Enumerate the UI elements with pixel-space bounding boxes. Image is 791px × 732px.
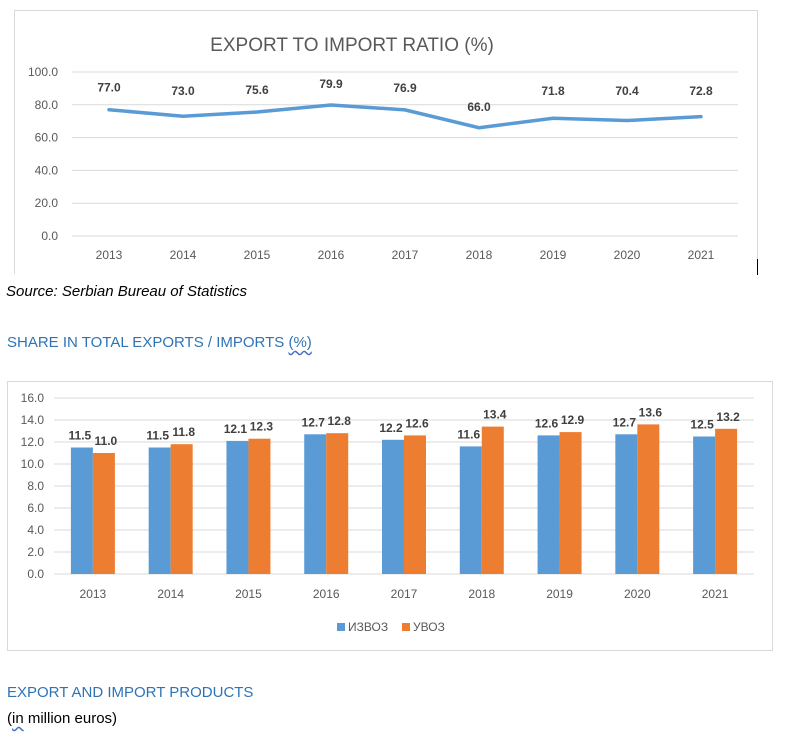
y-tick-label: 6.0 (27, 501, 44, 515)
data-label: 13.2 (716, 410, 740, 424)
data-label: 12.9 (561, 413, 585, 427)
export-bar (70, 447, 93, 574)
unit-note: (in million euros) (7, 710, 117, 727)
source-note: Source: Serbian Bureau of Statistics (6, 283, 247, 300)
y-tick-label: 0.0 (27, 567, 44, 581)
y-tick-label: 20.0 (35, 196, 59, 210)
export-bar (615, 434, 638, 574)
y-tick-label: 100.0 (28, 65, 58, 79)
data-label: 11.6 (457, 427, 480, 441)
import-bar (170, 444, 193, 574)
y-tick-label: 8.0 (27, 479, 44, 493)
data-label: 12.1 (224, 422, 248, 436)
x-tick-label: 2014 (170, 248, 197, 262)
import-bar (92, 453, 115, 574)
import-bar (559, 432, 582, 574)
x-tick-label: 2016 (313, 587, 340, 601)
x-tick-label: 2014 (157, 587, 184, 601)
data-label: 12.7 (613, 415, 637, 429)
x-tick-label: 2015 (235, 587, 262, 601)
export-bar (304, 434, 327, 574)
unit-rest: million euros) (23, 710, 118, 727)
x-tick-label: 2021 (702, 587, 729, 601)
legend-label-export: ИЗВОЗ (348, 620, 388, 634)
legend-swatch-import (402, 623, 410, 631)
x-tick-label: 2020 (614, 248, 641, 262)
export-bar (382, 439, 404, 574)
y-tick-label: 14.0 (21, 413, 45, 427)
panel-edge-marker (757, 259, 758, 275)
data-label: 12.7 (302, 415, 326, 429)
data-label: 12.6 (535, 416, 559, 430)
data-label: 13.6 (639, 405, 663, 419)
y-tick-label: 0.0 (41, 229, 58, 243)
data-label: 12.2 (379, 421, 403, 435)
x-tick-label: 2020 (624, 587, 651, 601)
x-tick-label: 2013 (80, 587, 107, 601)
x-tick-label: 2015 (244, 248, 271, 262)
export-bar (226, 440, 249, 574)
data-label: 12.3 (250, 420, 274, 434)
x-tick-label: 2019 (540, 248, 567, 262)
x-tick-label: 2016 (318, 248, 345, 262)
data-label: 79.9 (319, 77, 343, 91)
data-label: 11.5 (69, 429, 92, 443)
ratio-line-chart: EXPORT TO IMPORT RATIO (%) 0.0 20.0 40.0 60.… (28, 35, 738, 262)
x-tick-label: 2018 (466, 248, 493, 262)
import-bar (248, 438, 271, 574)
data-label: 66.0 (467, 100, 491, 114)
data-label: 77.0 (97, 81, 121, 95)
data-label: 12.8 (328, 414, 352, 428)
import-bar (326, 433, 349, 574)
y-tick-label: 4.0 (27, 523, 44, 537)
y-tick-label: 60.0 (35, 131, 59, 145)
export-bar (537, 435, 560, 574)
y-tick-label: 80.0 (35, 98, 59, 112)
y-tick-label: 12.0 (21, 435, 45, 449)
data-label: 11.5 (146, 429, 169, 443)
data-label: 11.0 (95, 434, 118, 448)
import-bar (637, 424, 660, 574)
data-label: 76.9 (393, 81, 417, 95)
share-section-heading: SHARE IN TOTAL EXPORTS / IMPORTS (%) (7, 334, 312, 351)
data-label: 70.4 (615, 84, 639, 98)
share-heading-unit: (%) (288, 334, 312, 351)
data-label: 75.6 (245, 83, 269, 97)
y-tick-label: 10.0 (21, 457, 45, 471)
share-heading-text: SHARE IN TOTAL EXPORTS / IMPORTS (7, 334, 289, 351)
import-bar (481, 426, 504, 574)
x-tick-label: 2013 (96, 248, 123, 262)
x-tick-label: 2019 (546, 587, 573, 601)
export-bar (459, 446, 482, 574)
data-label: 12.6 (405, 416, 429, 430)
export-bar (693, 436, 716, 574)
share-bar-chart: 0.02.04.06.08.010.012.014.016.011.5 11.02… (21, 391, 754, 634)
data-label: 11.8 (172, 425, 195, 439)
data-label: 13.4 (483, 408, 507, 422)
y-tick-label: 2.0 (27, 545, 44, 559)
y-tick-label: 40.0 (35, 163, 59, 177)
import-bar (404, 435, 426, 574)
data-label: 71.8 (541, 84, 565, 98)
y-tick-label: 16.0 (21, 391, 45, 405)
legend-label-import: УВОЗ (413, 620, 445, 634)
x-tick-label: 2017 (391, 587, 418, 601)
ratio-chart-panel (14, 10, 758, 274)
products-section-heading: EXPORT AND IMPORT PRODUCTS (7, 684, 254, 701)
unit-open: ( (7, 710, 12, 727)
chart-title: EXPORT TO IMPORT RATIO (%) (210, 35, 494, 56)
x-tick-label: 2017 (392, 248, 419, 262)
export-bar (148, 447, 171, 574)
data-label: 73.0 (171, 84, 195, 98)
legend-swatch-export (337, 623, 345, 631)
data-label: 12.5 (690, 418, 714, 432)
data-label: 72.8 (689, 84, 713, 98)
unit-word: in (12, 710, 24, 727)
x-tick-label: 2021 (688, 248, 715, 262)
import-bar (715, 428, 738, 574)
x-tick-label: 2018 (468, 587, 495, 601)
